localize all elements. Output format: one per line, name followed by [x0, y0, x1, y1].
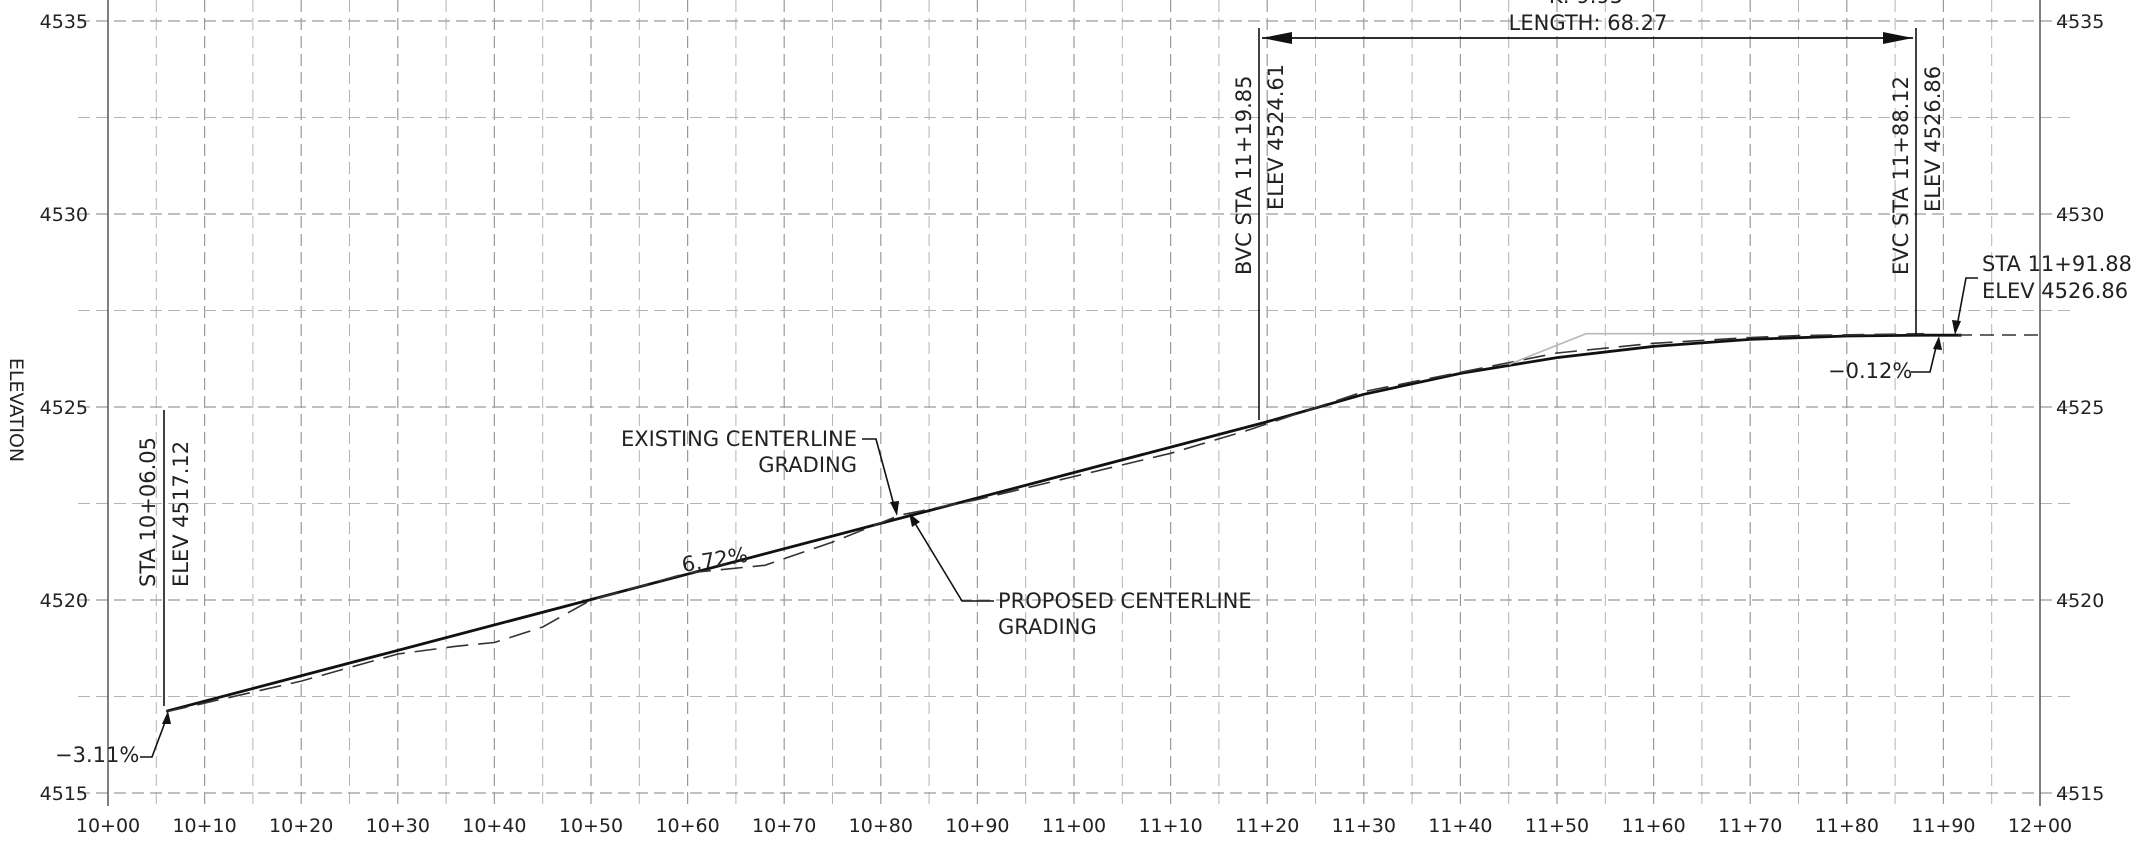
station-tick-label: 11+10: [1138, 815, 1202, 837]
profile-lines: [165, 332, 1962, 713]
station-tick-label: 10+80: [849, 815, 913, 837]
station-tick-label: 10+50: [559, 815, 623, 837]
station-tick-label: 11+70: [1718, 815, 1782, 837]
grid: [78, 0, 2070, 806]
dimension-arrow-left: [1262, 32, 1292, 44]
station-tick-label: 10+70: [752, 815, 816, 837]
end-station-label: STA 11+91.88: [1982, 252, 2132, 276]
station-tick-label: 11+00: [1042, 815, 1106, 837]
station-tick-label: 11+80: [1815, 815, 1879, 837]
elevation-tick-label-left: 4525: [40, 397, 88, 419]
main-grade-label: 6.72%: [680, 543, 750, 577]
curve-k-label: K: 9.95: [1549, 0, 1623, 8]
start-grade-label: −3.11%: [55, 743, 139, 767]
proposed-grading-arrow: [909, 513, 920, 527]
elevation-tick-label-left: 4520: [40, 590, 88, 612]
station-tick-label: 10+60: [655, 815, 719, 837]
proposed-grading-line: [166, 333, 1962, 713]
station-tick-label: 12+00: [2008, 815, 2072, 837]
start-grade-leader: [140, 716, 168, 758]
station-tick-label: 10+30: [366, 815, 430, 837]
station-tick-labels: 10+00 10+10 10+20 10+30 10+40 10+50 10+60 10+70…: [76, 815, 2072, 837]
elevation-axis-label: ELEVATION: [5, 358, 27, 462]
existing-grading-arrow: [890, 501, 899, 516]
station-tick-label: 11+20: [1235, 815, 1299, 837]
end-elevation-label: ELEV 4526.86: [1982, 279, 2128, 303]
existing-grading-label-line2: GRADING: [758, 453, 857, 477]
elevation-tick-label-left: 4515: [40, 783, 88, 805]
evc-station-label: EVC STA 11+88.12: [1889, 76, 1913, 275]
curve-length-label: LENGTH: 68.27: [1509, 11, 1668, 35]
end-grade-leader: [1911, 342, 1938, 373]
station-tick-label: 11+30: [1332, 815, 1396, 837]
proposed-grading-label-line1: PROPOSED CENTERLINE: [998, 589, 1252, 613]
end-grade-label: −0.12%: [1828, 359, 1912, 383]
end-grade-arrow: [1933, 336, 1942, 350]
existing-grading-line: [165, 332, 1925, 713]
dimension-arrow-right: [1883, 32, 1913, 44]
evc-elevation-label: ELEV 4526.86: [1921, 66, 1945, 212]
elevation-tick-labels-left: 4535 4530 4525 4520 4515: [40, 11, 88, 805]
bvc-elevation-label: ELEV 4524.61: [1264, 64, 1288, 210]
start-station-label: STA 10+06.05: [136, 437, 160, 587]
station-tick-label: 10+00: [76, 815, 140, 837]
existing-ground-line-grey: [1508, 332, 1751, 366]
elevation-tick-label-left: 4530: [40, 204, 88, 226]
elevation-tick-label-right: 4515: [2056, 783, 2104, 805]
proposed-grading-label-line2: GRADING: [998, 615, 1097, 639]
station-tick-label: 11+40: [1428, 815, 1492, 837]
elevation-tick-labels-right: 4535 4530 4525 4520 4515: [2056, 11, 2104, 805]
station-tick-label: 10+10: [172, 815, 236, 837]
elevation-tick-label-right: 4520: [2056, 590, 2104, 612]
start-elevation-label: ELEV 4517.12: [169, 441, 193, 587]
elevation-tick-label-right: 4525: [2056, 397, 2104, 419]
bvc-station-label: BVC STA 11+19.85: [1232, 76, 1256, 275]
elevation-tick-label-right: 4530: [2056, 204, 2104, 226]
existing-grading-leader: [862, 438, 896, 510]
station-tick-label: 11+50: [1525, 815, 1589, 837]
end-point-leader: [1956, 277, 1978, 327]
end-point-arrow: [1952, 320, 1961, 335]
station-tick-label: 10+20: [269, 815, 333, 837]
proposed-grading-leader: [912, 519, 994, 602]
elevation-tick-label-left: 4535: [40, 11, 88, 33]
start-grade-arrow: [162, 711, 171, 724]
existing-grading-label-line1: EXISTING CENTERLINE: [621, 427, 857, 451]
station-tick-label: 11+90: [1911, 815, 1975, 837]
elevation-tick-label-right: 4535: [2056, 11, 2104, 33]
station-tick-label: 11+60: [1621, 815, 1685, 837]
station-tick-label: 10+90: [945, 815, 1009, 837]
station-tick-label: 10+40: [462, 815, 526, 837]
